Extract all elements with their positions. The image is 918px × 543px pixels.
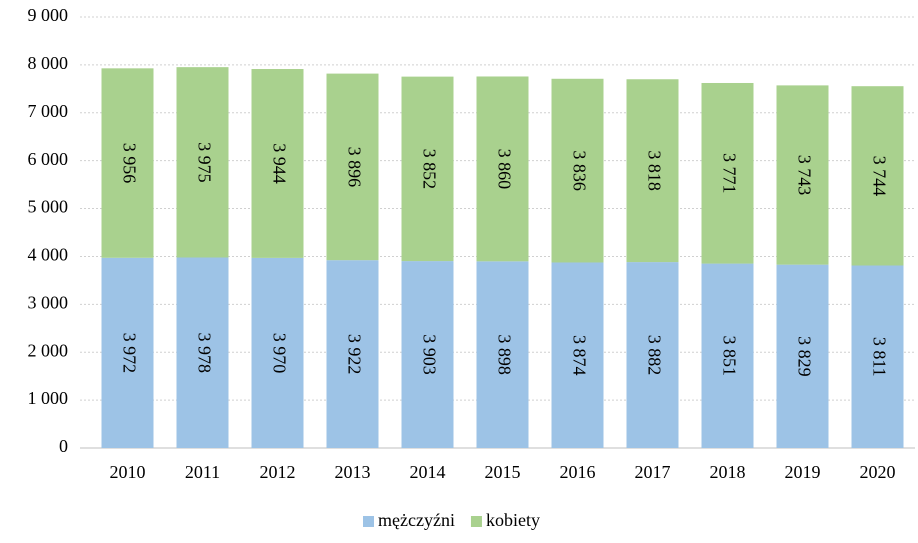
x-tick-label: 2019 [785,462,821,482]
bar-segment [401,261,454,448]
value-label: 3 978 [194,332,214,373]
bar-segment [551,262,604,448]
bar-segment [701,82,754,264]
value-label: 3 922 [344,334,364,375]
bar-segment [476,76,529,262]
x-tick-label: 2014 [410,462,446,482]
legend-label: mężczyźni [378,510,455,530]
bar-segment [401,76,454,262]
value-label: 3 836 [569,150,589,191]
x-tick-label: 2015 [485,462,521,482]
y-tick-label: 0 [59,436,68,456]
bar-segment [626,262,679,448]
bar-segment [326,260,379,448]
value-label: 3 896 [344,147,364,188]
value-label: 3 975 [194,142,214,183]
y-tick-label: 7 000 [28,101,69,121]
value-label: 3 882 [644,335,664,376]
y-tick-label: 8 000 [28,53,69,73]
value-label: 3 972 [119,333,139,374]
bar-segment [476,261,529,448]
x-tick-label: 2016 [560,462,596,482]
value-label: 3 829 [794,336,814,377]
bar-segment [776,264,829,448]
value-label: 3 851 [719,336,739,377]
legend-label: kobiety [486,510,540,530]
x-tick-label: 2018 [710,462,746,482]
value-label: 3 818 [644,150,664,191]
legend-swatch [363,516,374,527]
legend-swatch [470,516,482,527]
value-label: 3 744 [869,156,889,197]
bar-segment [326,73,379,261]
bar-segment [551,78,604,263]
y-tick-label: 5 000 [28,197,69,217]
x-tick-label: 2017 [635,462,671,482]
value-label: 3 898 [494,334,514,375]
value-label: 3 860 [494,149,514,190]
x-tick-label: 2013 [335,462,371,482]
value-label: 3 970 [269,333,289,374]
y-tick-label: 6 000 [28,149,69,169]
bar-segment [776,85,829,265]
x-tick-label: 2010 [110,462,146,482]
bar-segment [101,68,154,258]
value-label: 3 944 [269,143,289,184]
bar-segment [701,263,754,448]
bar-segment [251,257,304,448]
bar-segment [851,265,904,448]
y-tick-label: 1 000 [28,388,69,408]
value-label: 3 771 [719,153,739,194]
bar-segment [101,257,154,448]
bar-segment [176,67,229,258]
y-tick-label: 2 000 [28,340,69,360]
value-label: 3 956 [119,143,139,184]
value-label: 3 874 [569,335,589,376]
value-label: 3 852 [419,149,439,190]
y-tick-label: 4 000 [28,245,69,265]
y-tick-label: 9 000 [28,5,69,25]
bar-segment [626,79,679,263]
bar-segment [176,257,229,448]
x-tick-label: 2020 [860,462,896,482]
bar-segment [251,69,304,258]
y-tick-label: 3 000 [28,292,69,312]
value-label: 3 743 [794,155,814,196]
value-label: 3 811 [869,337,889,377]
x-tick-label: 2011 [185,462,220,482]
x-tick-label: 2012 [260,462,296,482]
value-label: 3 903 [419,334,439,375]
bar-segment [851,86,904,266]
